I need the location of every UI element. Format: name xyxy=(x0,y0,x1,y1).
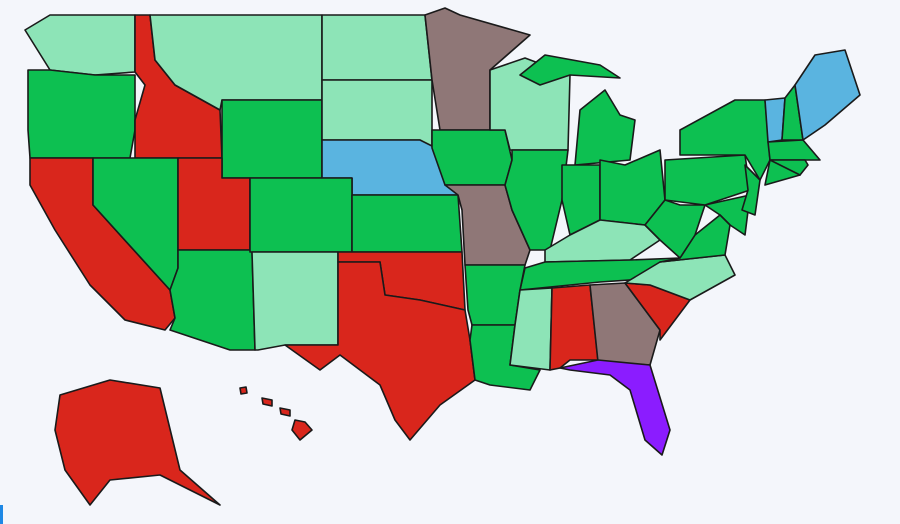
state xyxy=(169,249,256,351)
state xyxy=(589,282,661,366)
state xyxy=(509,287,553,371)
state xyxy=(741,164,761,216)
state xyxy=(767,139,821,161)
state xyxy=(351,194,463,253)
state xyxy=(559,359,671,456)
state xyxy=(221,99,323,179)
state xyxy=(431,129,513,186)
states xyxy=(24,7,861,506)
state xyxy=(664,154,751,206)
state xyxy=(519,54,636,166)
state xyxy=(679,99,771,181)
state xyxy=(291,419,313,441)
state xyxy=(54,379,221,506)
state xyxy=(321,14,433,81)
scroll-indicator xyxy=(0,505,3,524)
state xyxy=(261,397,273,407)
state xyxy=(249,177,353,253)
state xyxy=(239,386,248,395)
state xyxy=(27,69,136,159)
state xyxy=(321,79,433,149)
state xyxy=(251,251,339,351)
state xyxy=(704,194,751,236)
state xyxy=(284,261,476,441)
state xyxy=(769,159,809,176)
state xyxy=(279,407,291,417)
